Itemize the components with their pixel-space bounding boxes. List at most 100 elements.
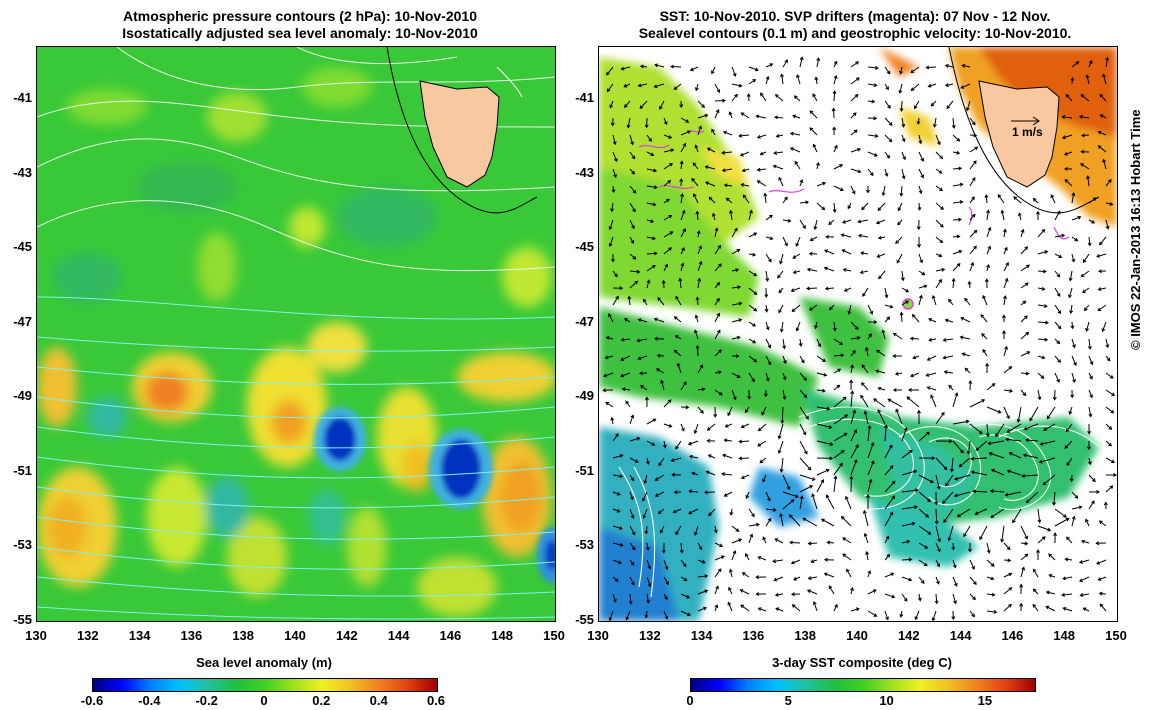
velocity-arrow (861, 364, 869, 374)
velocity-arrow (731, 94, 738, 102)
velocity-arrow (884, 572, 894, 578)
right-lat-label: -43 (575, 164, 594, 180)
velocity-arrow (858, 234, 869, 238)
velocity-arrow-head (951, 124, 956, 129)
velocity-arrow-head (1099, 603, 1104, 608)
velocity-arrow-head (873, 83, 878, 88)
velocity-arrow (765, 253, 772, 262)
velocity-arrow-head (1098, 591, 1103, 596)
velocity-arrow (997, 194, 1005, 204)
velocity-arrow (725, 423, 733, 428)
velocity-arrow-head (615, 295, 619, 300)
velocity-arrow-head (1024, 282, 1029, 287)
velocity-arrow (748, 270, 757, 277)
velocity-arrow-head (765, 377, 770, 382)
sla-tick-label: 0.6 (426, 693, 446, 708)
velocity-arrow-head (869, 310, 874, 315)
sst-velocity-map[interactable]: 1 m/s (598, 46, 1118, 622)
velocity-arrow-head (704, 574, 709, 579)
velocity-arrow-head (1073, 362, 1077, 367)
velocity-arrow (1088, 474, 1096, 482)
velocity-arrow (1054, 355, 1061, 363)
velocity-arrow (760, 151, 767, 155)
velocity-arrow-head (832, 209, 837, 213)
velocity-arrow (935, 219, 944, 228)
velocity-arrow (943, 338, 954, 341)
velocity-arrow (727, 406, 733, 416)
right-lon-label: 132 (638, 628, 661, 643)
velocity-arrow-head (803, 394, 808, 399)
velocity-arrow-head (862, 293, 866, 297)
velocity-arrow-head (1025, 499, 1030, 504)
velocity-arrow-head (678, 277, 683, 282)
velocity-arrow (714, 389, 723, 396)
velocity-arrow (629, 270, 640, 273)
velocity-arrow-head (650, 152, 655, 156)
velocity-arrow-head (881, 192, 886, 197)
velocity-arrow (964, 367, 971, 374)
velocity-arrow-head (1056, 340, 1061, 345)
velocity-arrow (969, 610, 975, 617)
velocity-arrow-head (714, 227, 719, 232)
velocity-arrow-head (839, 462, 843, 467)
velocity-arrow-head (685, 119, 690, 123)
velocity-arrow-head (867, 424, 872, 429)
velocity-arrow-head (989, 489, 994, 494)
velocity-arrow-head (625, 400, 629, 405)
velocity-arrow-head (851, 190, 856, 195)
velocity-arrow-head (839, 164, 844, 168)
velocity-arrow-head (958, 217, 962, 222)
velocity-arrow-head (899, 311, 904, 316)
velocity-arrow (884, 480, 896, 493)
velocity-arrow (1003, 247, 1008, 255)
velocity-arrow (952, 593, 957, 604)
velocity-arrow (884, 610, 889, 620)
velocity-arrow (812, 93, 818, 102)
velocity-arrow (901, 300, 909, 306)
velocity-arrow-head (885, 86, 889, 91)
velocity-arrow-head (774, 115, 778, 120)
velocity-arrow-head (718, 263, 722, 268)
velocity-arrow-head (1064, 166, 1068, 171)
velocity-arrow (1062, 116, 1073, 119)
velocity-arrow (629, 508, 634, 519)
velocity-arrow (799, 496, 803, 510)
velocity-arrow (782, 236, 788, 246)
velocity-arrow (882, 185, 886, 196)
velocity-arrow-head (912, 355, 917, 360)
velocity-arrow-head (669, 162, 674, 167)
velocity-arrow (1001, 210, 1005, 221)
velocity-arrow-head (813, 226, 818, 231)
velocity-arrow-head (1066, 462, 1071, 466)
velocity-arrow (658, 457, 665, 466)
velocity-arrow (954, 474, 971, 480)
velocity-arrow (603, 372, 614, 377)
velocity-arrow (782, 355, 787, 364)
left-lat-label: -41 (13, 90, 32, 106)
velocity-arrow-head (964, 297, 968, 302)
velocity-arrow-head (772, 559, 777, 564)
velocity-arrow (1054, 234, 1065, 238)
velocity-arrow-head (807, 466, 812, 471)
velocity-arrow (911, 83, 920, 91)
velocity-arrow-head (927, 83, 932, 88)
velocity-arrow-head (978, 430, 983, 435)
velocity-arrow-head (672, 509, 677, 514)
velocity-arrow-head (1048, 573, 1053, 578)
velocity-arrow (748, 66, 759, 71)
velocity-arrow-head (1004, 345, 1008, 350)
velocity-arrow-head (997, 409, 1002, 414)
velocity-arrow-head (901, 175, 906, 180)
velocity-arrow (629, 253, 637, 260)
velocity-arrow-head (755, 114, 760, 119)
velocity-arrow (968, 281, 971, 289)
velocity-arrow (1064, 440, 1073, 449)
velocity-arrow (1037, 229, 1045, 238)
velocity-arrow (762, 537, 767, 544)
velocity-arrow-head (765, 277, 770, 282)
velocity-arrow (654, 83, 665, 88)
velocity-arrow (969, 117, 976, 125)
velocity-arrow-head (986, 549, 991, 554)
sea-level-anomaly-map[interactable] (36, 46, 556, 622)
velocity-arrow (808, 542, 818, 545)
